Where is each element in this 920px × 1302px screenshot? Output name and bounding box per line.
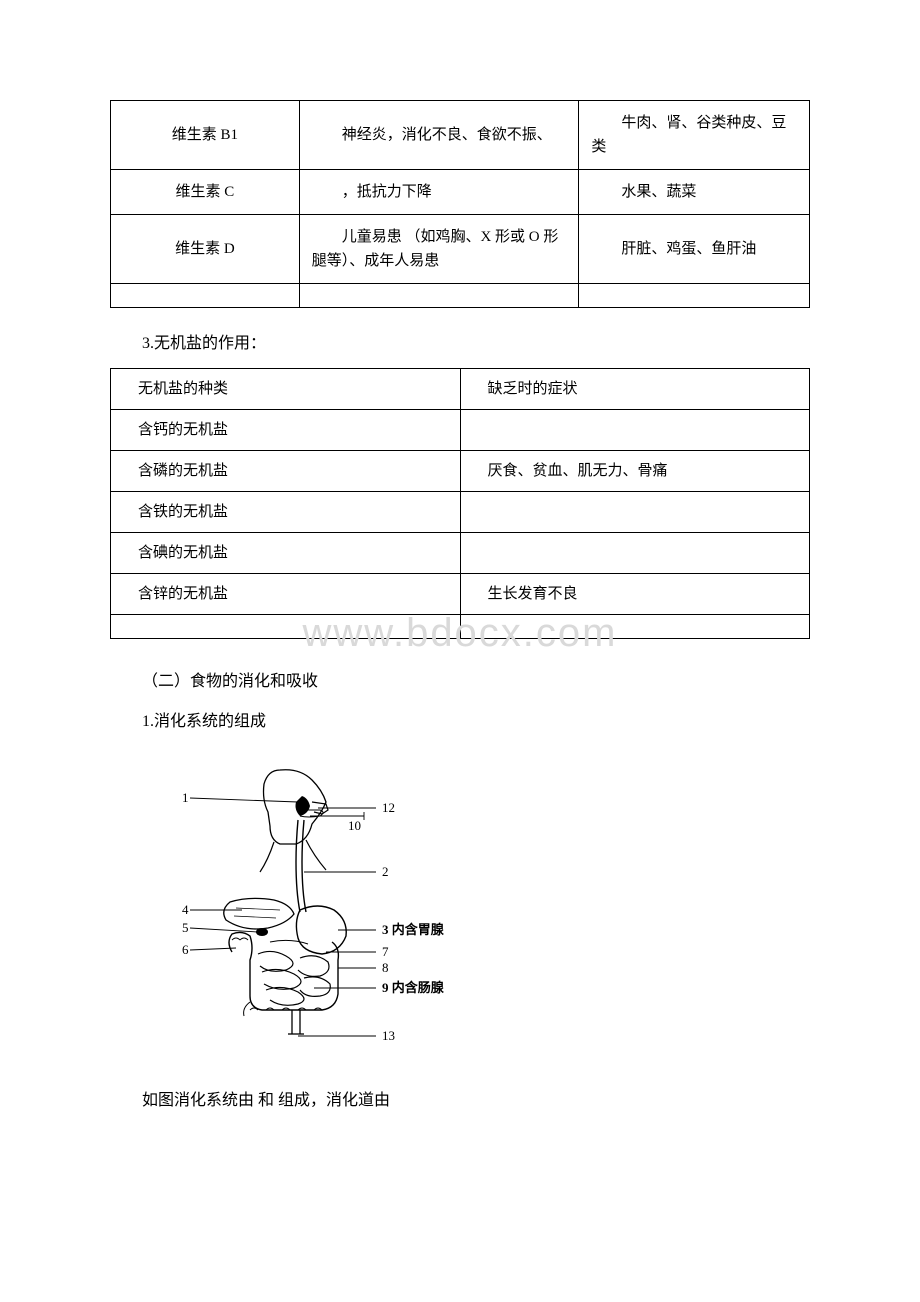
label-5: 5 [182, 920, 189, 935]
label-10: 10 [348, 818, 361, 833]
label-9: 9 内含肠腺 [382, 980, 445, 995]
mineral-symptom: 生长发育不良 [460, 574, 810, 615]
label-2: 2 [382, 864, 389, 879]
mineral-symptom [460, 492, 810, 533]
vitamin-source: 肝脏、鸡蛋、鱼肝油 [579, 215, 810, 284]
label-8: 8 [382, 960, 389, 975]
mineral-name: 含锌的无机盐 [111, 574, 461, 615]
vitamin-symptom: ，抵抗力下降 [299, 170, 579, 215]
table-row: 含锌的无机盐 生长发育不良 [111, 574, 810, 615]
label-7: 7 [382, 944, 389, 959]
mineral-name: 含磷的无机盐 [111, 451, 461, 492]
digestive-system-figure: 1 4 5 6 12 10 2 3 内含胃腺 7 8 9 内含肠腺 13 [150, 752, 810, 1067]
table-row-empty [111, 615, 810, 639]
mineral-name: 含碘的无机盐 [111, 533, 461, 574]
mineral-symptom: 厌食、贫血、肌无力、骨痛 [460, 451, 810, 492]
table-row-empty [111, 284, 810, 308]
mineral-table: 无机盐的种类 缺乏时的症状 含钙的无机盐 含磷的无机盐 厌食、贫血、肌无力、骨痛… [110, 368, 810, 639]
label-13: 13 [382, 1028, 395, 1043]
digestive-system-svg: 1 4 5 6 12 10 2 3 内含胃腺 7 8 9 内含肠腺 13 [150, 752, 480, 1062]
table-row: 维生素 B1 神经炎，消化不良、食欲不振、 牛肉、肾、谷类种皮、豆类 [111, 101, 810, 170]
section-subheading: 1.消化系统的组成 [110, 706, 810, 738]
vitamin-symptom: 神经炎，消化不良、食欲不振、 [299, 101, 579, 170]
mineral-name: 含钙的无机盐 [111, 410, 461, 451]
table-row: 含铁的无机盐 [111, 492, 810, 533]
vitamin-table: 维生素 B1 神经炎，消化不良、食欲不振、 牛肉、肾、谷类种皮、豆类 维生素 C… [110, 100, 810, 308]
table-row: 维生素 C ，抵抗力下降 水果、蔬菜 [111, 170, 810, 215]
table-row: 含钙的无机盐 [111, 410, 810, 451]
section-title: 3.无机盐的作用： [110, 328, 810, 360]
label-3: 3 内含胃腺 [382, 922, 445, 937]
mineral-header: 无机盐的种类 [111, 369, 461, 410]
vitamin-source: 水果、蔬菜 [579, 170, 810, 215]
label-1: 1 [182, 790, 189, 805]
vitamin-name: 维生素 D [111, 215, 300, 284]
symptom-header: 缺乏时的症状 [460, 369, 810, 410]
table-row: 含磷的无机盐 厌食、贫血、肌无力、骨痛 [111, 451, 810, 492]
vitamin-symptom: 儿童易患 （如鸡胸、X 形或 O 形腿等）、成年人易患 [299, 215, 579, 284]
table-row: 维生素 D 儿童易患 （如鸡胸、X 形或 O 形腿等）、成年人易患 肝脏、鸡蛋、… [111, 215, 810, 284]
bottom-paragraph: 如图消化系统由 和 组成，消化道由 [110, 1085, 810, 1117]
table-row: 含碘的无机盐 [111, 533, 810, 574]
table-header-row: 无机盐的种类 缺乏时的症状 [111, 369, 810, 410]
section-heading: （二）食物的消化和吸收 [110, 666, 810, 698]
mineral-symptom [460, 533, 810, 574]
vitamin-name: 维生素 B1 [111, 101, 300, 170]
label-6: 6 [182, 942, 189, 957]
mineral-name: 含铁的无机盐 [111, 492, 461, 533]
vitamin-source: 牛肉、肾、谷类种皮、豆类 [579, 101, 810, 170]
mineral-symptom [460, 410, 810, 451]
vitamin-name: 维生素 C [111, 170, 300, 215]
label-4: 4 [182, 902, 189, 917]
label-12: 12 [382, 800, 395, 815]
